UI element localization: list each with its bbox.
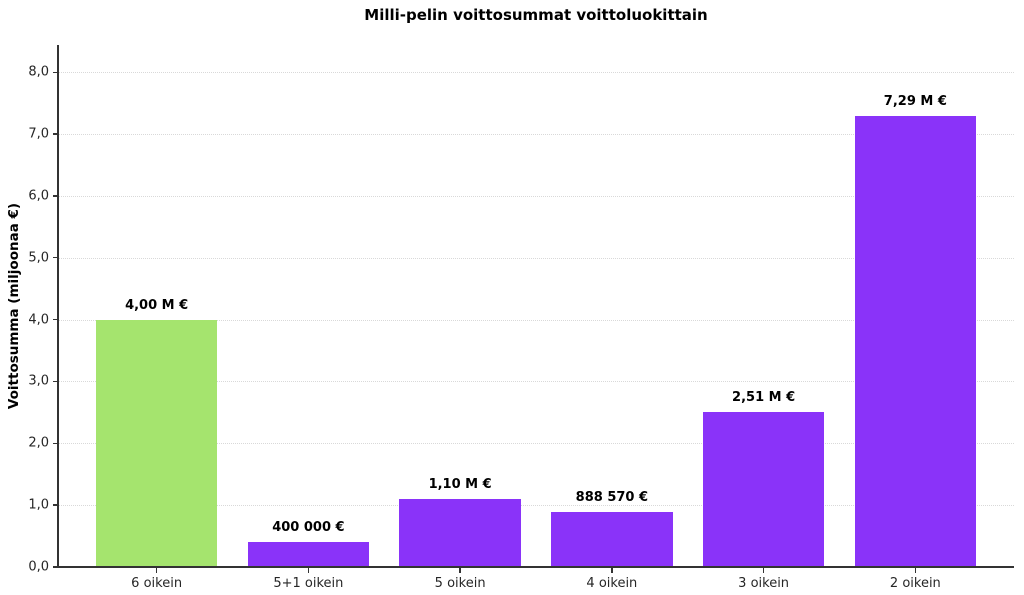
y-axis-spine bbox=[57, 45, 59, 567]
x-tick-mark bbox=[155, 568, 158, 573]
y-tick-mark bbox=[53, 71, 58, 73]
x-tick-mark bbox=[611, 568, 613, 573]
bar-6-oikein bbox=[95, 319, 218, 567]
x-tick-mark bbox=[307, 568, 310, 573]
y-tick-mark bbox=[53, 442, 58, 444]
chart-title: Milli-pelin voittosummat voittoluokittai… bbox=[364, 6, 708, 24]
y-tick-mark bbox=[53, 504, 58, 506]
x-tick-mark bbox=[914, 568, 917, 573]
x-tick-label: 2 oikein bbox=[889, 576, 941, 591]
y-tick-label: 0,0 bbox=[28, 559, 49, 575]
y-tick-mark bbox=[53, 133, 58, 135]
x-tick-mark bbox=[762, 568, 765, 573]
bar-value-label: 888 570 € bbox=[575, 490, 649, 506]
y-tick-label: 1,0 bbox=[28, 497, 49, 513]
gridline bbox=[58, 257, 1014, 259]
y-tick-label: 2,0 bbox=[28, 435, 49, 451]
x-tick-label: 4 oikein bbox=[586, 576, 638, 591]
y-tick-label: 3,0 bbox=[28, 373, 49, 389]
y-tick-mark bbox=[53, 380, 58, 383]
gridline bbox=[58, 195, 1014, 197]
bar-4-oikein bbox=[551, 512, 673, 567]
gridline bbox=[58, 134, 1014, 136]
y-tick-mark bbox=[53, 195, 58, 197]
y-tick-label: 4,0 bbox=[28, 312, 49, 328]
bar-value-label: 400 000 € bbox=[272, 520, 345, 536]
gridline bbox=[58, 505, 1014, 507]
y-axis-title: Voittosumma (miljoonaa €) bbox=[6, 202, 22, 410]
bar-5+1-oikein bbox=[247, 542, 370, 567]
y-tick-mark bbox=[53, 257, 58, 259]
gridline bbox=[58, 72, 1014, 74]
bar-value-label: 2,51 M € bbox=[732, 389, 796, 405]
y-tick-label: 6,0 bbox=[28, 188, 49, 204]
x-tick-label: 5+1 oikein bbox=[273, 576, 344, 591]
bar-value-label: 4,00 M € bbox=[125, 297, 189, 313]
x-tick-label: 5 oikein bbox=[434, 576, 486, 591]
x-tick-label: 6 oikein bbox=[131, 576, 183, 591]
bar-value-label: 1,10 M € bbox=[428, 476, 492, 492]
plot-area: 4,00 M € 400 000 € 1,10 M € 888 570 € 2,51 M… bbox=[28, 45, 1014, 591]
bar-value-label: 7,29 M € bbox=[883, 94, 947, 110]
y-tick-label: 8,0 bbox=[28, 64, 49, 80]
x-axis-spine bbox=[57, 566, 1014, 568]
x-tick-label: 3 oikein bbox=[738, 576, 790, 591]
bar-2-oikein bbox=[854, 116, 977, 567]
y-tick-label: 7,0 bbox=[28, 126, 49, 142]
bar-5-oikein bbox=[399, 498, 521, 567]
gridline bbox=[58, 319, 1014, 321]
bar-3-oikein bbox=[702, 411, 825, 567]
gridline bbox=[58, 443, 1014, 445]
y-tick-mark bbox=[53, 566, 58, 568]
x-tick-mark bbox=[459, 568, 461, 573]
y-tick-label: 5,0 bbox=[28, 250, 49, 266]
y-tick-mark bbox=[53, 318, 58, 321]
gridline bbox=[58, 381, 1014, 383]
